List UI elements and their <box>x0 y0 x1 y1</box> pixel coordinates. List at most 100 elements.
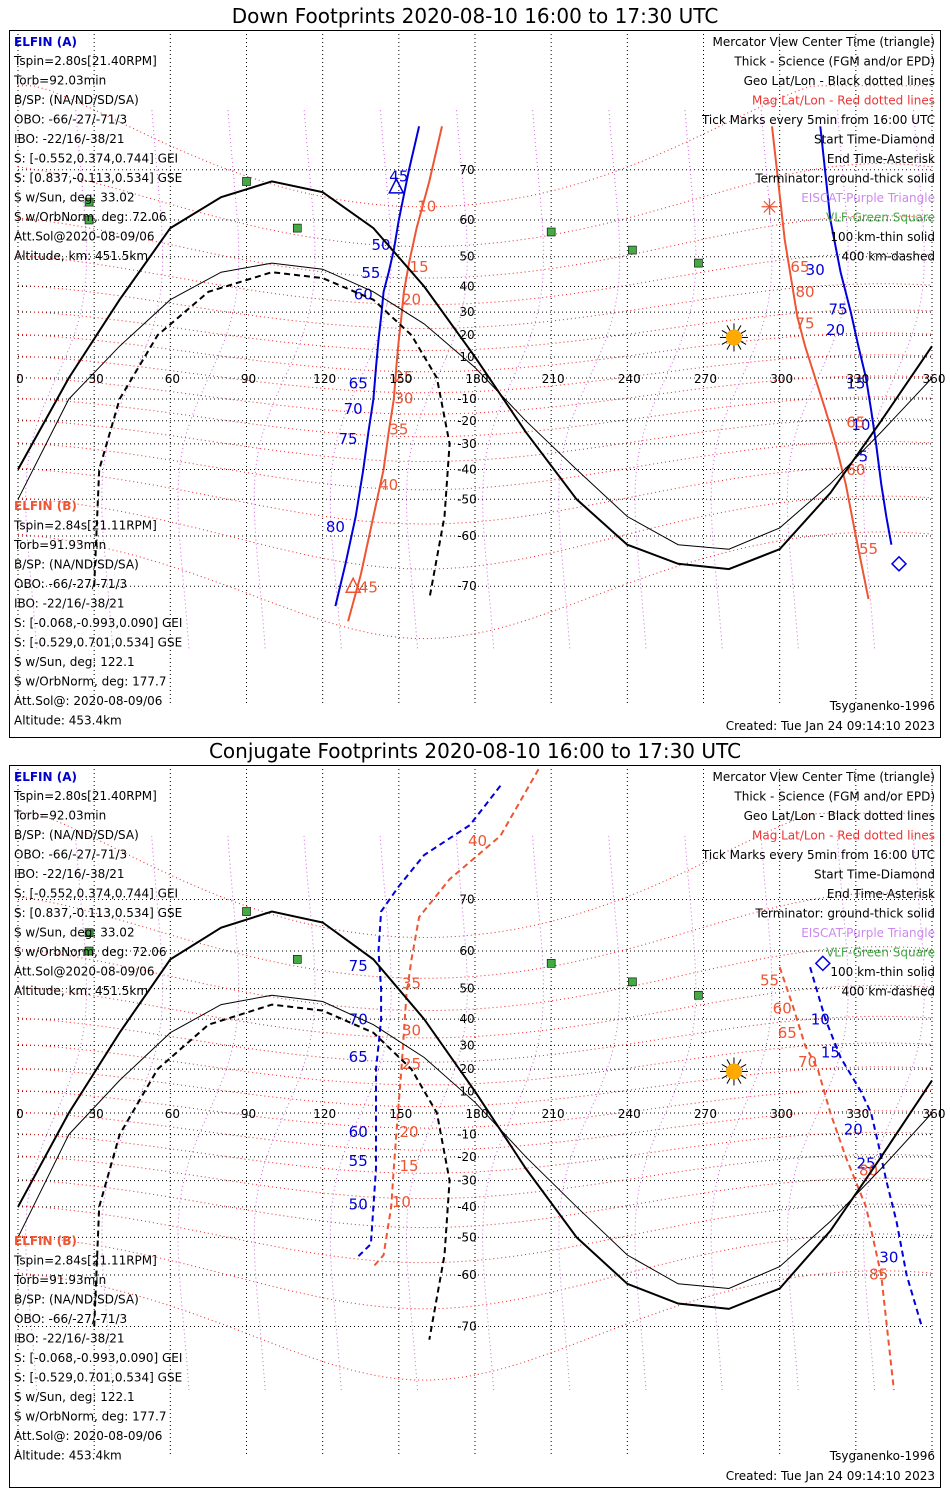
center-time-triangle <box>388 177 405 194</box>
track-tick-label: 65 <box>846 414 865 432</box>
legend-entry: End Time-Asterisk <box>827 152 935 166</box>
track-tick-label: 10 <box>392 1193 411 1211</box>
track-tick-label: 65 <box>778 1024 797 1042</box>
lat-tick-label: 40 <box>459 279 474 293</box>
elfin-a-info: S w/OrbNorm, deg: 72.06 <box>14 210 166 224</box>
elfin-b-info: Torb=91.93min <box>13 1273 106 1287</box>
elfin-a-info: Torb=92.03min <box>13 809 106 823</box>
elfin-a-info: S: [0.837,-0.113,0.534] GSE <box>14 171 182 185</box>
lon-tick-label: 120 <box>313 1107 336 1121</box>
track-tick-label: 75 <box>339 430 358 448</box>
lon-tick-label: 60 <box>165 372 180 386</box>
chart-panel-0: 4550556065707580101520253035404530752015… <box>9 30 945 738</box>
lon-tick-label: 0 <box>16 372 24 386</box>
elfin-b-info: OBO: -66/-27/-71/3 <box>14 577 127 591</box>
lon-tick-label: 300 <box>770 372 793 386</box>
end-time-asterisk <box>763 200 776 213</box>
mag-lat-line <box>17 252 933 306</box>
vlf-station-marker <box>292 955 302 964</box>
lat-tick-label: -50 <box>457 1230 477 1244</box>
lat-tick-label: -10 <box>457 1128 477 1142</box>
lat-tick-label: -50 <box>457 492 477 506</box>
track-tick-label: 80 <box>859 1162 878 1180</box>
mag-lon-line <box>177 107 240 649</box>
elfin-b-info: Tspin=2.84s[21.11RPM] <box>13 1254 157 1268</box>
lat-tick-label: -30 <box>457 437 477 451</box>
lat-tick-label: 20 <box>459 1062 474 1076</box>
lon-tick-label: 270 <box>694 372 717 386</box>
track-tick-label: 30 <box>402 1021 421 1039</box>
legend-entry: Terminator: ground-thick solid <box>754 907 935 921</box>
track-tick-label: 75 <box>829 300 848 318</box>
lat-tick-label: 70 <box>459 163 474 177</box>
elfin-b-info: S: [-0.529,0.701,0.534] GSE <box>14 1371 182 1385</box>
mag-lon-line <box>253 107 316 649</box>
series-terminator-ground <box>17 180 933 571</box>
series-track <box>771 126 870 600</box>
elfin-b-info: S w/Sun, deg: 122.1 <box>14 1390 135 1404</box>
lat-tick-label: 20 <box>459 328 474 342</box>
lat-tick-label: -10 <box>457 392 477 406</box>
created-timestamp: Created: Tue Jan 24 09:14:10 2023 <box>726 719 935 733</box>
legend-entry: 100 km-thin solid <box>830 965 935 979</box>
track-tick-label: 75 <box>796 314 815 332</box>
track-tick-label: 55 <box>349 1152 368 1170</box>
track-tick-label: 25 <box>856 1154 875 1172</box>
start-time-diamond <box>890 555 908 572</box>
elfin-a-info: Altitude, km: 451.5km <box>14 249 148 263</box>
elfin-a-info: Tspin=2.80s[21.40RPM] <box>13 54 157 68</box>
legend-entry: Geo Lat/Lon - Black dotted lines <box>744 74 935 88</box>
sun-icon <box>725 1063 742 1080</box>
elfin-a-info: S: [0.837,-0.113,0.534] GSE <box>14 906 182 920</box>
track-tick-label: 25 <box>394 368 413 386</box>
track-tick-label: 80 <box>796 283 815 301</box>
elfin-b-info: Torb=91.93min <box>13 538 106 552</box>
legend-entry: Thick - Science (FGM and/or EPD) <box>733 790 935 804</box>
lon-tick-label: 90 <box>241 1107 256 1121</box>
lon-tick-label: 240 <box>618 1107 641 1121</box>
track-tick-label: 10 <box>417 197 436 215</box>
series-elfin-b- <box>347 126 443 622</box>
elfin-a-info: Att.Sol@2020-08-09/06 <box>14 230 155 244</box>
elfin-b-info: IBO: -22/16/-38/21 <box>14 597 125 611</box>
series-track <box>778 966 895 1391</box>
track-tick-label: 25 <box>402 1055 421 1073</box>
track-tick-label: 10 <box>851 416 870 434</box>
mag-lat-line <box>17 440 933 491</box>
lat-tick-label: -60 <box>457 1268 477 1282</box>
elfin-a-info: S: [-0.552,0.374,0.744] GEI <box>14 887 178 901</box>
elfin-a-info: OBO: -66/-27/-71/3 <box>14 848 127 862</box>
track-tick-label: 65 <box>349 1048 368 1066</box>
track-tick-label: 50 <box>349 1196 368 1214</box>
elfin-b-info: OBO: -66/-27/-71/3 <box>14 1312 127 1326</box>
vlf-station-marker <box>546 227 556 237</box>
elfin-a-info: Torb=92.03min <box>13 74 106 88</box>
elfin-b-title: ELFIN (B) <box>14 1234 77 1248</box>
series-elfin-b-conjugate <box>372 768 540 1268</box>
mag-lat-line <box>17 1177 933 1229</box>
elfin-b-info: S: [-0.068,-0.993,0.090] GEI <box>14 616 182 630</box>
track-tick-label: 60 <box>349 1123 368 1141</box>
lon-tick-label: 30 <box>89 1107 104 1121</box>
sun-icon <box>725 329 742 346</box>
lat-tick-label: -40 <box>457 463 477 477</box>
elfin-a-info: S: [-0.552,0.374,0.744] GEI <box>14 152 178 166</box>
mag-lon-line <box>25 107 88 649</box>
track-tick-label: 15 <box>821 1044 840 1062</box>
track-tick-label: 20 <box>402 291 421 309</box>
elfin-a-info: B/SP: (NA/ND/SD/SA) <box>14 828 139 842</box>
lat-tick-label: -30 <box>457 1174 477 1188</box>
track-tick-label: 20 <box>844 1121 863 1139</box>
track-tick-label: 40 <box>379 476 398 494</box>
legend-entry: VLF-Green Square <box>826 946 935 960</box>
mag-lon-line <box>482 107 545 649</box>
legend-entry: 100 km-thin solid <box>830 230 935 244</box>
elfin-a-info: OBO: -66/-27/-71/3 <box>14 113 127 127</box>
mag-lat-line <box>17 1233 933 1310</box>
elfin-b-info: S w/OrbNorm, deg: 177.7 <box>14 675 166 689</box>
elfin-a-info: S w/Sun, deg: 33.02 <box>14 191 135 205</box>
elfin-b-info: Tspin=2.84s[21.11RPM] <box>13 519 157 533</box>
series-terminator-100-km <box>17 994 933 1290</box>
elfin-b-info: B/SP: (NA/ND/SD/SA) <box>14 1293 139 1307</box>
lon-tick-label: 360 <box>923 1107 946 1121</box>
